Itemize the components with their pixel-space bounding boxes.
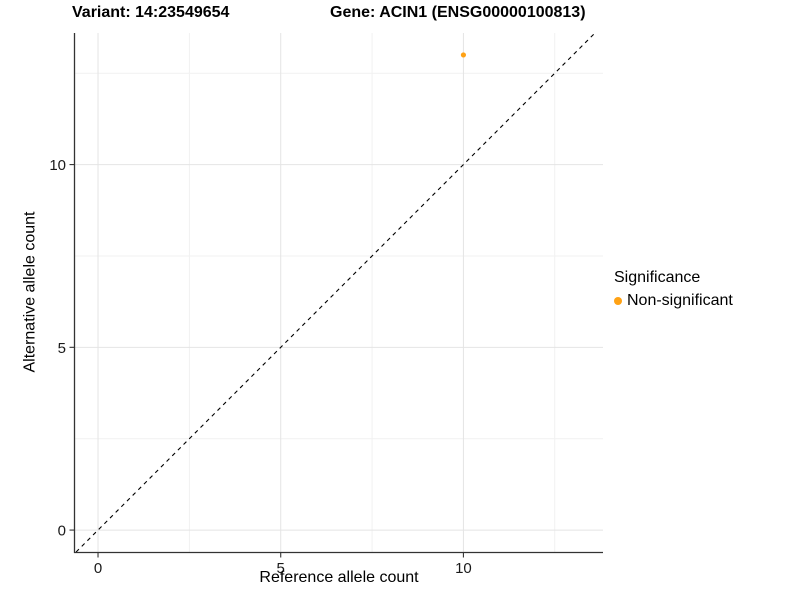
y-tick-label: 0 bbox=[58, 523, 66, 540]
x-tick-label: 0 bbox=[94, 560, 102, 577]
y-tick-label: 10 bbox=[49, 157, 66, 174]
legend-item-label: Non-significant bbox=[627, 292, 733, 309]
identity-dashed-line bbox=[75, 32, 596, 553]
x-tick-label: 5 bbox=[277, 560, 285, 577]
y-tick-label: 5 bbox=[58, 340, 66, 357]
legend: Significance Non-significant bbox=[614, 268, 733, 310]
y-axis-title: Alternative allele count bbox=[21, 211, 39, 373]
plot-title-variant: Variant: 14:23549654 bbox=[72, 4, 230, 21]
plot-title-gene: Gene: ACIN1 (ENSG00000100813) bbox=[330, 4, 586, 21]
legend-title: Significance bbox=[614, 269, 701, 286]
x-tick-label: 10 bbox=[455, 560, 472, 577]
data-point bbox=[460, 52, 467, 58]
x-axis-title: Reference allele count bbox=[259, 569, 419, 586]
legend-point-icon bbox=[614, 296, 622, 305]
legend-item-non-significant: Non-significant bbox=[614, 291, 733, 310]
